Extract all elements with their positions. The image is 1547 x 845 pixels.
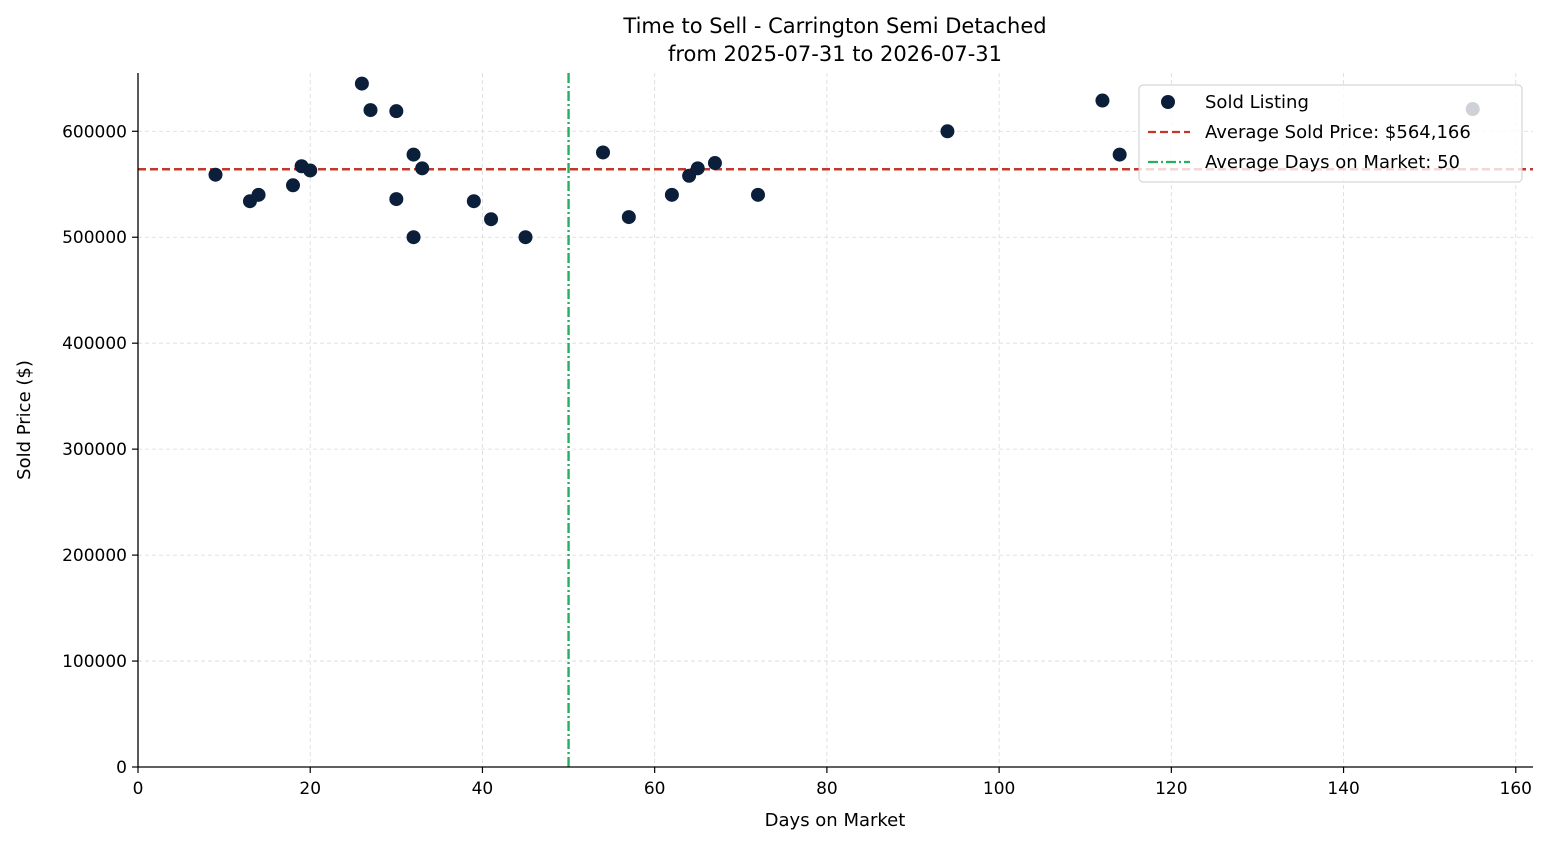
x-tick-label: 160 [1500, 779, 1532, 799]
data-point [286, 178, 300, 193]
data-point [621, 210, 636, 225]
chart-title: Time to Sell - Carrington Semi Detached [622, 14, 1046, 38]
legend-label-average-price: Average Sold Price: $564,166 [1205, 122, 1471, 143]
data-point [208, 167, 223, 182]
data-points [208, 76, 1480, 245]
data-point [406, 147, 421, 162]
x-tick-label: 140 [1327, 779, 1359, 799]
data-point [354, 76, 369, 91]
y-tick-label: 500000 [62, 228, 127, 248]
data-point [466, 194, 481, 209]
data-point [303, 163, 318, 178]
chart-subtitle: from 2025-07-31 to 2026-07-31 [668, 42, 1002, 66]
x-ticks: 0 20 40 60 80 100 120 140 160 [133, 767, 1532, 799]
data-point [940, 124, 955, 139]
x-tick-label: 80 [816, 779, 838, 799]
data-point [1112, 147, 1127, 162]
legend-marker-sold-listing [1161, 95, 1175, 109]
data-point [389, 192, 404, 207]
data-point [664, 187, 679, 202]
legend-box [1138, 84, 1523, 183]
x-tick-label: 100 [983, 779, 1015, 799]
legend-label-sold-listing: Sold Listing [1205, 92, 1309, 113]
y-ticks: 0 100000 200000 300000 400000 500000 600000 [62, 122, 138, 778]
data-point [415, 161, 430, 176]
data-point [751, 187, 765, 202]
data-point [484, 212, 499, 227]
y-tick-label: 600000 [62, 122, 127, 142]
data-point [690, 161, 705, 176]
data-point [406, 230, 421, 245]
data-point [389, 104, 404, 119]
data-point [518, 230, 533, 245]
y-tick-label: 400000 [62, 334, 127, 354]
y-tick-label: 200000 [62, 546, 127, 566]
x-tick-label: 20 [299, 779, 321, 799]
y-axis-label: Sold Price ($) [14, 360, 35, 480]
legend-label-average-days: Average Days on Market: 50 [1205, 152, 1460, 173]
x-tick-label: 0 [133, 779, 144, 799]
x-tick-label: 120 [1155, 779, 1187, 799]
y-tick-label: 100000 [62, 652, 127, 672]
x-tick-label: 40 [472, 779, 494, 799]
data-point [251, 187, 266, 202]
reference-lines [138, 73, 1533, 767]
data-point [363, 103, 378, 118]
data-point [707, 156, 722, 171]
data-point [596, 145, 610, 160]
data-point [1095, 93, 1110, 108]
x-axis-label: Days on Market [765, 810, 906, 831]
legend: Sold Listing Average Sold Price: $564,16… [1138, 84, 1523, 183]
y-tick-label: 300000 [62, 440, 127, 460]
x-tick-label: 60 [644, 779, 666, 799]
y-tick-label: 0 [116, 758, 127, 778]
